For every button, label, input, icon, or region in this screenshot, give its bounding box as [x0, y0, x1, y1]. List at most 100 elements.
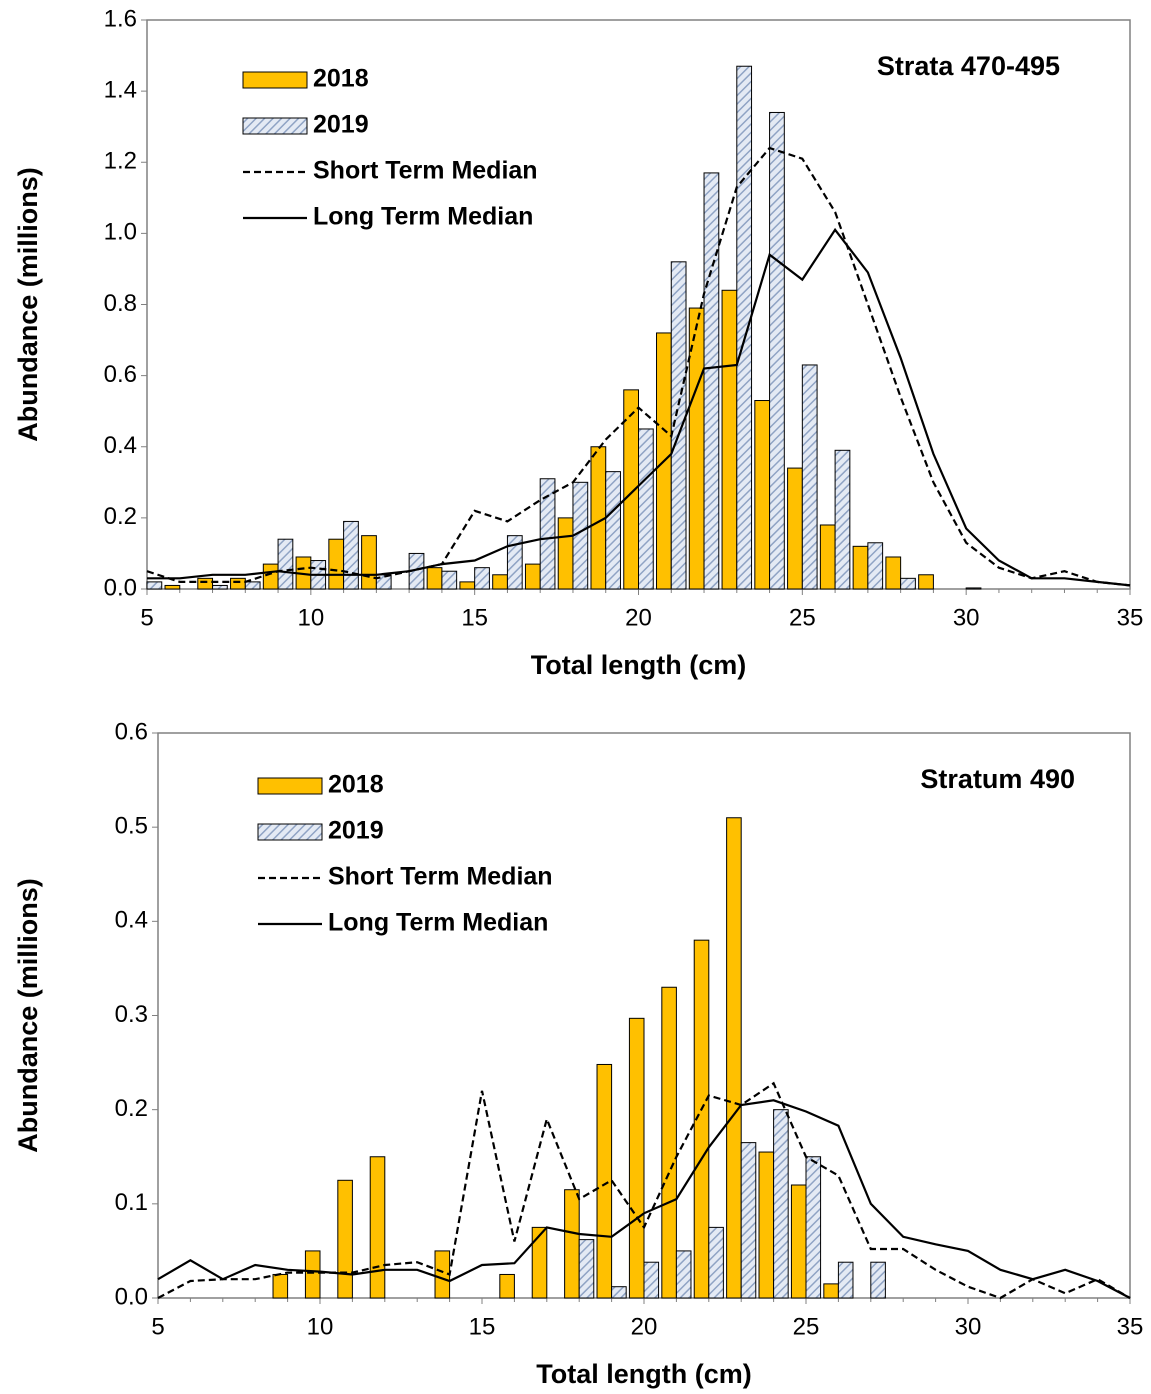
- bar: [726, 817, 742, 1299]
- legend-label: Short Term Median: [328, 863, 553, 891]
- bar: [212, 584, 228, 590]
- bar: [801, 364, 818, 590]
- bar: [721, 289, 738, 590]
- bar: [870, 1261, 886, 1299]
- x-tick-label: 35: [1117, 1313, 1144, 1340]
- bar: [661, 986, 677, 1299]
- bar: [230, 577, 246, 590]
- legend-label: Short Term Median: [313, 157, 538, 185]
- y-axis-label: Abundance (millions): [13, 878, 43, 1153]
- x-tick-label: 10: [307, 1313, 334, 1340]
- y-tick-label: 0.2: [104, 503, 137, 530]
- x-tick-label: 10: [297, 604, 324, 631]
- line: [147, 227, 1131, 587]
- bar: [244, 581, 261, 590]
- bar: [769, 111, 785, 590]
- bar: [834, 449, 851, 590]
- x-tick-label: 5: [151, 1313, 164, 1340]
- x-tick-label: 30: [953, 604, 980, 631]
- x-tick-label: 30: [955, 1313, 982, 1340]
- y-tick-label: 0.4: [115, 907, 148, 934]
- bar: [146, 581, 163, 590]
- x-tick-label: 25: [789, 604, 816, 631]
- bar: [506, 535, 523, 590]
- legend-swatch: [257, 823, 323, 841]
- x-tick-label: 20: [631, 1313, 658, 1340]
- bar: [693, 939, 710, 1299]
- chart: 0.0 0.1 0.2 0.3 0.4 0.5 0.6 5 10 15 20 25 30 35 Total …: [13, 718, 1143, 1389]
- x-axis-label: Total length (cm): [536, 1359, 752, 1389]
- y-tick-label: 1.2: [104, 148, 137, 175]
- annotation: Strata 470-495: [877, 51, 1060, 81]
- bar: [539, 478, 556, 590]
- x-tick-label: 20: [625, 604, 652, 631]
- bar: [628, 1017, 645, 1299]
- bar: [605, 471, 621, 590]
- y-tick-label: 1.0: [104, 219, 137, 246]
- y-tick-label: 0.8: [104, 290, 137, 317]
- bar: [262, 563, 279, 590]
- y-tick-label: 0.6: [115, 718, 148, 745]
- bar: [965, 587, 982, 590]
- y-tick-label: 0.6: [104, 361, 137, 388]
- bar: [337, 1179, 353, 1299]
- x-tick-label: 5: [140, 604, 153, 631]
- legend-swatch: [242, 71, 308, 89]
- bar: [197, 577, 214, 590]
- y-tick-label: 0.5: [115, 813, 148, 840]
- bar: [754, 400, 771, 590]
- annotation: Stratum 490: [920, 764, 1075, 794]
- y-tick-label: 0.0: [104, 574, 137, 601]
- bar: [852, 545, 869, 590]
- bar: [564, 1189, 580, 1299]
- y-tick-label: 0.0: [115, 1283, 148, 1310]
- bar: [531, 1226, 548, 1299]
- chart: 0.0 0.2 0.4 0.6 0.8 1.0 1.2 1.4 1.6 5 10 15 20 25 30 35…: [13, 5, 1143, 680]
- x-tick-label: 25: [793, 1313, 820, 1340]
- legend-label: Long Term Median: [313, 203, 533, 231]
- bar: [900, 577, 916, 590]
- bar: [918, 574, 934, 590]
- bar: [736, 65, 753, 590]
- bar: [557, 517, 574, 590]
- bar: [578, 1239, 595, 1299]
- y-tick-label: 0.2: [115, 1095, 148, 1122]
- legend-label: 2019: [313, 111, 369, 139]
- legend-label: Long Term Median: [328, 909, 548, 937]
- y-tick-label: 0.3: [115, 1001, 148, 1028]
- bar: [361, 535, 377, 590]
- y-tick-label: 0.4: [104, 432, 137, 459]
- bar: [611, 1286, 627, 1299]
- bar: [272, 1273, 289, 1299]
- bar: [773, 1109, 789, 1299]
- bar: [474, 567, 490, 590]
- x-tick-label: 35: [1117, 604, 1144, 631]
- bar: [708, 1226, 724, 1299]
- bar: [790, 1184, 807, 1299]
- y-tick-label: 1.4: [104, 76, 137, 103]
- bar: [426, 567, 443, 590]
- bar: [369, 1156, 386, 1299]
- bar: [304, 1250, 321, 1299]
- legend-swatch: [257, 777, 323, 795]
- y-tick-label: 1.6: [104, 5, 137, 32]
- line: [157, 1099, 1131, 1299]
- bar: [758, 1151, 775, 1299]
- y-tick-label: 0.1: [115, 1189, 148, 1216]
- bar: [819, 524, 836, 590]
- legend-label: 2018: [328, 771, 384, 799]
- bar: [675, 1250, 692, 1299]
- legend-label: 2019: [328, 817, 384, 845]
- bar: [499, 1273, 515, 1299]
- bar: [164, 584, 181, 590]
- bar: [787, 467, 803, 590]
- bar: [823, 1283, 839, 1299]
- line: [146, 146, 1131, 587]
- legend-label: 2018: [313, 65, 369, 93]
- x-axis-label: Total length (cm): [531, 650, 747, 680]
- bar: [459, 581, 476, 590]
- y-axis-label: Abundance (millions): [13, 167, 43, 442]
- bar: [740, 1142, 757, 1299]
- bar: [492, 574, 508, 590]
